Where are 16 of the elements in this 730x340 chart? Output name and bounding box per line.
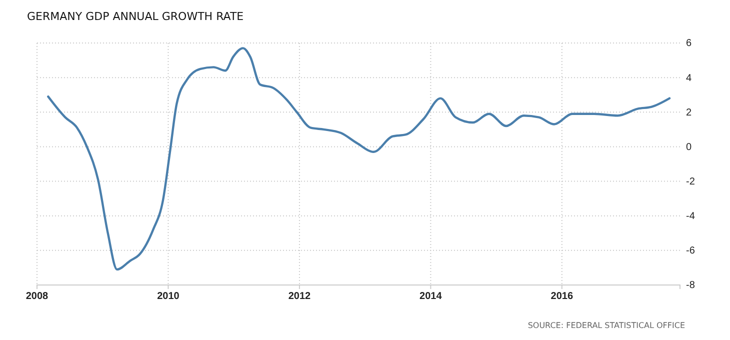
y-tick-label: -4 <box>686 211 696 222</box>
y-tick-label: 0 <box>686 142 692 153</box>
source-note: SOURCE: FEDERAL STATISTICAL OFFICE <box>528 321 685 330</box>
x-tick-label: 2012 <box>288 291 312 302</box>
y-tick-label: -8 <box>686 280 696 292</box>
y-tick-label: -2 <box>686 176 696 188</box>
x-tick-label: 2008 <box>26 291 49 302</box>
x-tick-label: 2016 <box>550 291 574 302</box>
y-tick-label: 6 <box>686 38 692 50</box>
y-tick-label: 4 <box>686 72 692 84</box>
x-tick-label: 2010 <box>157 291 180 302</box>
y-tick-label: -6 <box>686 246 696 257</box>
x-tick-label: 2014 <box>420 291 442 302</box>
chart-title: GERMANY GDP ANNUAL GROWTH RATE <box>27 10 244 23</box>
y-tick-label: 2 <box>686 107 692 118</box>
line-series <box>47 47 671 271</box>
